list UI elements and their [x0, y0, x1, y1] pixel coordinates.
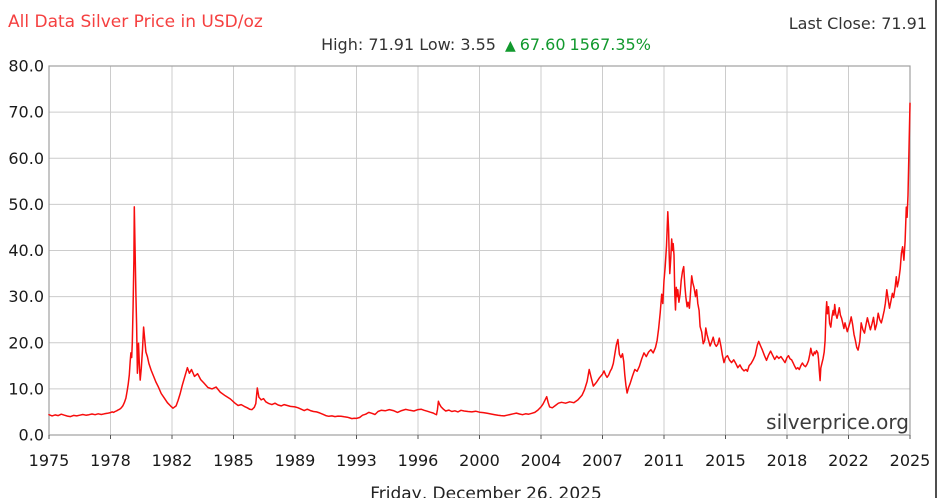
svg-text:40.0: 40.0	[8, 241, 44, 260]
silver-price-line	[48, 102, 911, 420]
high-low-text: High: 71.91 Low: 3.55	[321, 35, 496, 54]
svg-text:50.0: 50.0	[8, 195, 44, 214]
svg-text:60.0: 60.0	[8, 149, 44, 168]
svg-text:1982: 1982	[152, 451, 193, 470]
svg-text:1985: 1985	[213, 451, 254, 470]
svg-text:2025: 2025	[890, 451, 931, 470]
chart-date-caption: Friday, December 26, 2025	[370, 484, 602, 498]
watermark-silverprice-org: silverprice.org	[766, 410, 909, 434]
svg-text:80.0: 80.0	[8, 57, 44, 76]
up-arrow-icon: ▲	[504, 38, 516, 54]
svg-text:1989: 1989	[275, 451, 316, 470]
svg-text:2000: 2000	[459, 451, 500, 470]
svg-text:30.0: 30.0	[8, 287, 44, 306]
svg-text:2022: 2022	[828, 451, 869, 470]
svg-text:20.0: 20.0	[8, 333, 44, 352]
svg-text:2018: 2018	[767, 451, 808, 470]
last-close-value: Last Close: 71.91	[788, 14, 927, 33]
x-tick-marks	[48, 435, 911, 439]
svg-text:0.0: 0.0	[19, 426, 44, 445]
high-low-stats: High: 71.91 Low: 3.55 ▲ 67.60 1567.35%	[0, 35, 940, 54]
svg-text:1975: 1975	[29, 451, 70, 470]
y-axis-labels: 0.0 10.0 20.0 30.0 40.0 50.0 60.0 70.0 80.0	[8, 57, 44, 445]
change-value: 67.60	[519, 35, 566, 54]
change-percent: 1567.35%	[569, 35, 651, 54]
change-positive-group: ▲ 67.60 1567.35%	[496, 35, 651, 54]
x-axis-labels: 1975 1978 1982 1985 1989 1993 1996 2000 2004 2007…	[29, 451, 931, 470]
svg-text:1978: 1978	[90, 451, 131, 470]
svg-text:2004: 2004	[521, 451, 562, 470]
gridlines	[49, 66, 910, 435]
svg-text:1993: 1993	[336, 451, 377, 470]
svg-text:2015: 2015	[705, 451, 746, 470]
svg-text:1996: 1996	[398, 451, 439, 470]
window-right-edge-divider	[935, 0, 937, 498]
svg-text:70.0: 70.0	[8, 103, 44, 122]
svg-text:2007: 2007	[582, 451, 623, 470]
svg-text:10.0: 10.0	[8, 379, 44, 398]
svg-text:2011: 2011	[644, 451, 685, 470]
chart-title: All Data Silver Price in USD/oz	[8, 12, 263, 32]
